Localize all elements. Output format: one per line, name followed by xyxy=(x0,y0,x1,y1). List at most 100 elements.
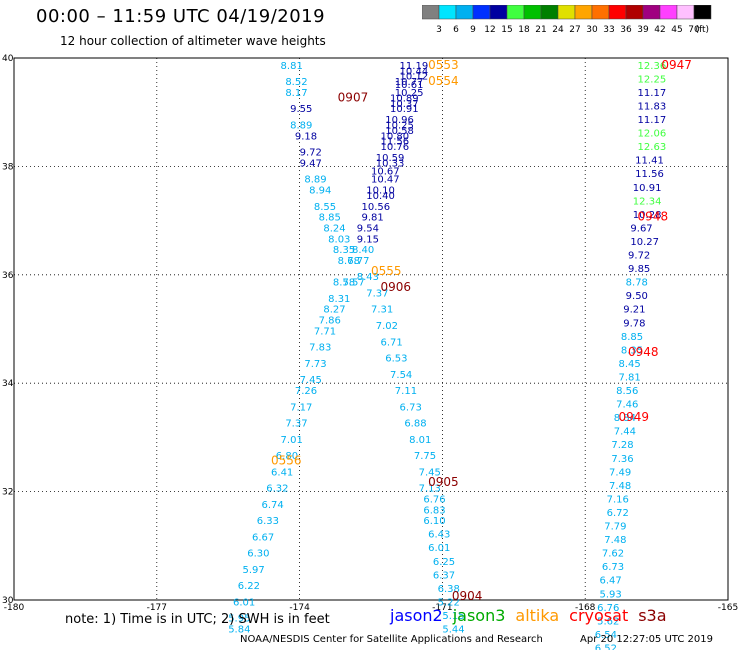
wave-height-label: 5.15 xyxy=(442,611,464,622)
wave-height-label: 5.44 xyxy=(442,625,464,636)
wave-height-label: 8.31 xyxy=(328,294,350,305)
wave-height-label: 8.45 xyxy=(619,359,641,370)
wave-height-label: 9.67 xyxy=(630,223,652,234)
colorbar-tick-label: 27 xyxy=(569,25,580,35)
wave-height-label: 6.80 xyxy=(276,451,298,462)
wave-height-label: 5.97 xyxy=(242,565,264,576)
wave-height-label: 7.11 xyxy=(395,386,417,397)
pass-time-label: 0554 xyxy=(428,74,459,88)
wave-height-label: 6.88 xyxy=(404,419,426,430)
wave-height-label: 10.91 xyxy=(633,183,662,194)
wave-height-label: 9.15 xyxy=(357,234,379,245)
wave-height-label: 8.85 xyxy=(621,332,643,343)
wave-height-label: 7.36 xyxy=(611,454,633,465)
colorbar-tick-label: 30 xyxy=(586,25,598,35)
y-tick-label: 38 xyxy=(2,162,14,172)
wave-height-label: 7.28 xyxy=(611,440,633,451)
wave-height-label: 8.56 xyxy=(616,386,638,397)
wave-height-label: 5.62 xyxy=(597,616,619,627)
legend-item-altika: altika xyxy=(515,606,560,625)
wave-height-label: 7.48 xyxy=(604,535,626,546)
wave-height-label: 11.17 xyxy=(638,88,667,99)
wave-height-label: 6.73 xyxy=(602,562,624,573)
pass-time-label: 0555 xyxy=(371,264,402,278)
x-tick-label: -177 xyxy=(147,603,167,613)
pass-time-label: 0904 xyxy=(452,589,483,603)
wave-height-label: 10.96 xyxy=(385,115,414,126)
wave-height-label: 10.28 xyxy=(633,210,662,221)
y-tick-label: 30 xyxy=(2,596,14,606)
colorbar-tick-label: 39 xyxy=(637,25,649,35)
wave-height-label: 10.76 xyxy=(381,142,410,153)
wave-height-label: 10.37 xyxy=(390,99,419,110)
wave-height-label: 11.19 xyxy=(400,61,429,72)
wave-height-label: 9.72 xyxy=(300,148,322,159)
colorbar-tick-label: 24 xyxy=(552,25,564,35)
wave-height-label: 9.18 xyxy=(295,131,317,142)
wave-height-label: 12.63 xyxy=(638,142,667,153)
wave-height-label: 7.45 xyxy=(300,375,322,386)
wave-height-label: 5.84 xyxy=(228,625,250,636)
wave-height-label: 5.22 xyxy=(438,597,460,608)
y-tick-label: 36 xyxy=(2,271,14,281)
wave-height-label: 7.37 xyxy=(285,419,307,430)
wave-height-label: 6.32 xyxy=(266,484,288,495)
wave-height-label: 7.86 xyxy=(319,316,341,327)
x-tick-label: -168 xyxy=(575,603,596,613)
wave-height-label: 7.44 xyxy=(614,427,636,438)
wave-height-label: 10.10 xyxy=(366,186,395,197)
wave-height-label: 9.72 xyxy=(628,251,650,262)
wave-height-label: 8.68 xyxy=(338,256,360,267)
wave-height-label: 7.16 xyxy=(607,494,629,505)
x-tick-label: -165 xyxy=(718,603,738,613)
colorbar-unit-label: (ft) xyxy=(695,25,709,35)
y-tick-label: 34 xyxy=(2,379,14,389)
legend-item-jason2: jason2 xyxy=(390,606,443,625)
colorbar-tick-label: 3 xyxy=(436,25,442,35)
wave-height-label: 10.33 xyxy=(376,158,405,169)
wave-height-label: 6.83 xyxy=(423,505,445,516)
color-scale-bar: 3 6 9 12 15 18 21 24 27 30 33 36 39 42 45 70(ft) xyxy=(422,5,712,35)
wave-height-label: 11.17 xyxy=(638,115,667,126)
wave-height-label: 6.54 xyxy=(595,630,617,641)
colorbar-tick-label: 9 xyxy=(470,25,476,35)
wave-height-label: 8.81 xyxy=(281,61,303,72)
x-tick-label: -171 xyxy=(432,603,452,613)
wave-height-label: 10.91 xyxy=(390,104,419,115)
wave-height-label: 10.59 xyxy=(376,153,405,164)
wave-height-label: 9.47 xyxy=(300,158,322,169)
wave-height-label: 6.33 xyxy=(257,516,279,527)
wave-height-label: 8.89 xyxy=(304,175,326,186)
wave-height-label: 8.40 xyxy=(352,245,374,256)
chart-title: 00:00 – 11:59 UTC 04/19/2019 xyxy=(36,6,326,27)
wave-height-label: 6.73 xyxy=(400,402,422,413)
wave-height-label: 7.49 xyxy=(609,467,631,478)
colorbar-swatch xyxy=(693,5,712,20)
pass-time-label: 0906 xyxy=(381,280,412,294)
wave-height-label: 8.17 xyxy=(285,88,307,99)
wave-height-label: 6.37 xyxy=(433,570,455,581)
x-tick-label: -180 xyxy=(4,603,25,613)
pass-time-label: 0907 xyxy=(338,90,369,104)
wave-height-label: 6.30 xyxy=(247,549,269,560)
wave-height-label: 6.52 xyxy=(595,643,617,650)
wave-height-label: 7.48 xyxy=(609,481,631,492)
wave-height-label: 7.31 xyxy=(371,305,393,316)
wave-height-label: 6.38 xyxy=(438,584,460,595)
wave-height-label: 10.89 xyxy=(390,93,419,104)
wave-height-label: 10.80 xyxy=(381,131,410,142)
wave-height-label: 5.93 xyxy=(599,589,621,600)
wave-height-label: 6.76 xyxy=(597,603,619,614)
wave-height-label: 6.10 xyxy=(423,516,445,527)
colorbar-tick-label: 70 xyxy=(688,25,700,35)
wave-height-label: 7.45 xyxy=(419,467,441,478)
wave-height-label: 7.77 xyxy=(347,256,369,267)
wave-height-label: 10.27 xyxy=(630,237,659,248)
wave-height-label: 8.03 xyxy=(328,234,350,245)
wave-height-label: 7.54 xyxy=(390,370,412,381)
wave-height-label: 7.81 xyxy=(619,372,641,383)
wave-height-label: 10.56 xyxy=(361,202,390,213)
wave-height-label: 8.94 xyxy=(309,186,331,197)
wave-height-label: 9.50 xyxy=(626,291,648,302)
